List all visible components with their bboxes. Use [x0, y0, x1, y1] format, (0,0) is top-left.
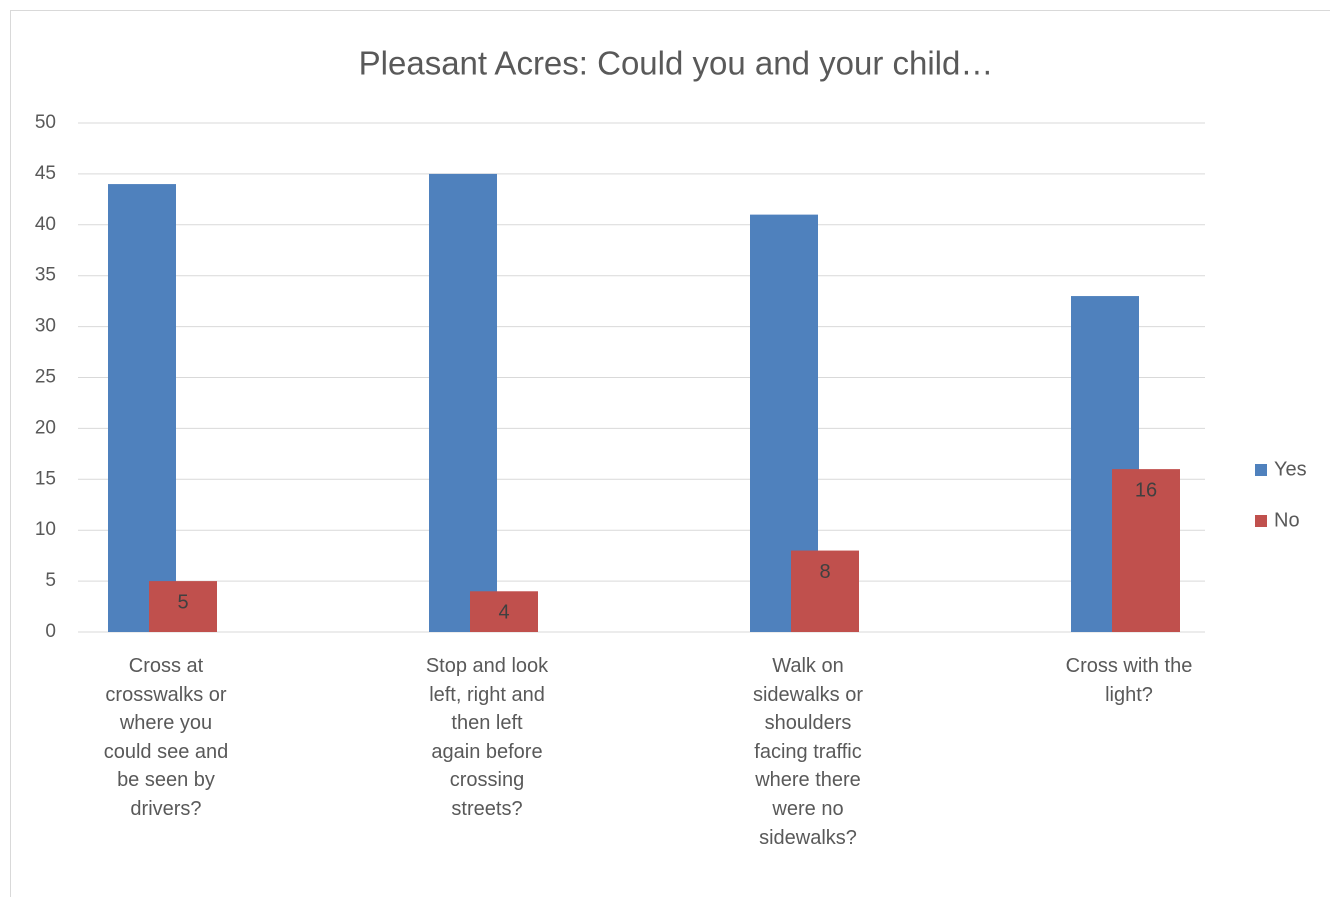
- data-label: 4: [498, 602, 509, 624]
- y-tick-label: 5: [45, 570, 56, 591]
- y-tick-label: 25: [35, 367, 56, 388]
- y-tick-label: 10: [35, 519, 56, 540]
- legend-swatch: [1255, 464, 1267, 476]
- y-tick-label: 15: [35, 468, 56, 489]
- bar: [470, 591, 538, 632]
- bar: [108, 184, 176, 632]
- bar: [149, 581, 217, 632]
- data-label: 8: [819, 561, 830, 583]
- legend-swatch: [1255, 515, 1267, 527]
- x-tick-label: Cross at crosswalks or where you could s…: [103, 655, 229, 820]
- legend-label: No: [1274, 509, 1300, 531]
- bar: [1112, 469, 1180, 632]
- legend-label: Yes: [1274, 458, 1307, 480]
- x-tick-label: Stop and look left, right and then left …: [425, 655, 549, 820]
- y-tick-label: 0: [45, 621, 56, 642]
- data-label: 5: [177, 591, 188, 613]
- bar: [791, 550, 859, 632]
- bar: [429, 173, 497, 632]
- chart-title: Pleasant Acres: Could you and your child…: [359, 45, 994, 82]
- y-tick-label: 45: [35, 163, 56, 184]
- x-tick-label: Walk on sidewalks or shoulders facing tr…: [752, 655, 864, 849]
- x-tick-label: Cross with the light?: [1065, 655, 1193, 706]
- y-tick-label: 35: [35, 265, 56, 286]
- y-tick-label: 50: [35, 112, 56, 133]
- y-tick-label: 40: [35, 214, 56, 235]
- y-tick-label: 30: [35, 316, 56, 337]
- chart-border: [10, 10, 1330, 897]
- data-label: 16: [1135, 479, 1157, 501]
- y-tick-label: 20: [35, 417, 56, 438]
